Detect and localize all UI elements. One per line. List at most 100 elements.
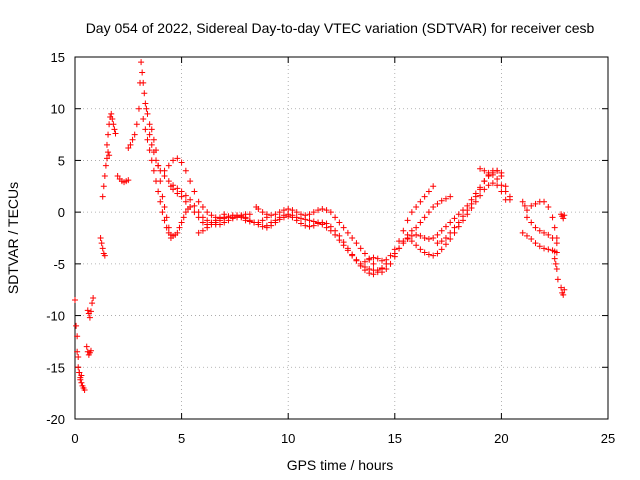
data-point: [212, 219, 219, 226]
data-point: [417, 246, 424, 253]
data-point: [229, 214, 236, 221]
data-point: [75, 353, 82, 360]
data-point: [545, 203, 552, 210]
data-point: [178, 193, 185, 200]
y-tick-label: 10: [51, 102, 65, 117]
data-point: [101, 172, 108, 179]
data-point: [506, 196, 513, 203]
data-point: [139, 69, 146, 76]
data-point: [438, 197, 445, 204]
data-point: [310, 209, 317, 216]
data-point: [178, 219, 185, 226]
data-point: [438, 246, 445, 253]
data-point: [102, 162, 109, 169]
data-point: [528, 236, 535, 243]
data-point: [131, 131, 138, 138]
series-s13: [253, 203, 377, 267]
data-point: [259, 223, 266, 230]
data-point: [100, 183, 107, 190]
data-point: [442, 235, 449, 241]
y-tick-label: -5: [53, 257, 65, 272]
data-point: [246, 211, 253, 218]
data-point: [425, 188, 432, 195]
data-point: [174, 185, 181, 192]
y-tick-label: -20: [46, 412, 65, 427]
data-point: [447, 229, 454, 236]
data-point: [84, 307, 91, 314]
data-point: [129, 136, 136, 143]
data-point: [413, 242, 420, 249]
data-point: [182, 192, 189, 199]
plot-frame: [74, 56, 609, 420]
series-s15: [263, 213, 390, 274]
data-point: [199, 227, 206, 234]
data-point: [90, 294, 97, 301]
data-point: [112, 130, 119, 137]
data-point: [442, 223, 449, 230]
data-point: [451, 224, 458, 231]
data-point: [99, 245, 106, 252]
data-point: [83, 343, 90, 350]
data-point: [76, 369, 83, 376]
data-point: [110, 121, 117, 128]
data-point: [159, 193, 166, 200]
data-point: [361, 263, 368, 270]
data-point: [146, 121, 153, 128]
data-point: [170, 157, 177, 164]
data-point: [498, 182, 505, 189]
data-point: [141, 90, 148, 97]
data-point: [430, 252, 437, 259]
data-point: [174, 155, 181, 162]
data-point: [553, 249, 560, 256]
data-point: [421, 235, 428, 241]
data-point: [344, 229, 351, 236]
data-point: [549, 214, 556, 221]
data-point: [306, 211, 313, 218]
data-point: [268, 222, 275, 229]
data-point: [560, 215, 567, 222]
data-point: [103, 141, 110, 148]
data-point: [315, 220, 322, 227]
x-tick-label: 5: [178, 431, 185, 446]
data-point: [541, 245, 548, 252]
data-point: [165, 162, 172, 169]
data-point: [447, 193, 454, 200]
series-s9: [146, 131, 270, 228]
data-points: [72, 59, 568, 394]
data-point: [199, 203, 206, 210]
data-point: [148, 126, 155, 133]
data-point: [187, 203, 194, 210]
series-s26: [558, 284, 568, 298]
data-point: [276, 209, 283, 216]
data-point: [302, 222, 309, 229]
data-point: [396, 245, 403, 252]
data-point: [434, 250, 441, 257]
data-point: [332, 227, 339, 234]
data-point: [323, 220, 330, 227]
data-point: [272, 219, 279, 226]
data-point: [87, 347, 94, 354]
data-point: [400, 240, 407, 247]
data-point: [125, 177, 132, 184]
data-point: [272, 211, 279, 218]
data-point: [361, 250, 368, 257]
x-tick-label: 20: [494, 431, 508, 446]
data-point: [263, 211, 270, 218]
data-point: [430, 203, 437, 210]
y-tick-labels: -20 -15 -10 -5 0 5 10 15: [46, 50, 65, 427]
data-point: [400, 227, 407, 234]
data-point: [434, 200, 441, 207]
data-point: [545, 231, 552, 238]
data-point: [541, 229, 548, 236]
data-point: [413, 224, 420, 231]
x-tick-labels: 0 5 10 15 20 25: [71, 431, 615, 446]
x-tick-label: 15: [388, 431, 402, 446]
data-point: [502, 188, 509, 195]
data-point: [208, 212, 215, 219]
data-point: [430, 235, 437, 241]
data-point: [558, 284, 565, 291]
chart-title: Day 054 of 2022, Sidereal Day-to-day VTE…: [86, 20, 595, 36]
data-point: [146, 131, 153, 138]
data-point: [425, 209, 432, 216]
